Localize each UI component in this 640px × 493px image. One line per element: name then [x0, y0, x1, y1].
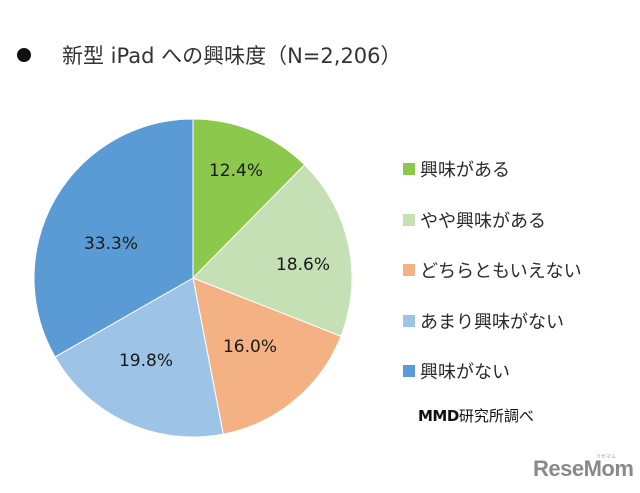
resemom-logo: ReseMom [533, 456, 634, 481]
legend-item-not-interested: 興味がない [403, 354, 582, 388]
legend-item-somewhat-interested: やや興味がある [403, 203, 582, 237]
pie-data-labels: 12.4% 18.6% 16.0% 19.8% 33.3% [84, 161, 330, 371]
data-label-2: 16.0% [223, 337, 277, 357]
legend-label: あまり興味がない [420, 311, 564, 333]
legend-label: どちらともいえない [420, 261, 582, 282]
watermark-ruby: リセマム [596, 454, 617, 460]
pie-slice-3 [54, 277, 224, 438]
legend-swatch-icon [403, 264, 415, 276]
legend-swatch-icon [403, 314, 415, 327]
legend-item-interested: 興味がある [403, 152, 582, 186]
pie-slices [33, 118, 353, 438]
legend-swatch-icon [403, 213, 415, 226]
pie-slice-0 [192, 118, 306, 280]
data-label-4: 33.3% [84, 234, 138, 254]
data-label-3: 19.8% [119, 351, 173, 371]
legend-swatch-icon [403, 365, 415, 377]
chart-legend: 興味がある やや興味がある どちらともいえない あまり興味がない 興味がない [403, 152, 582, 405]
legend-item-not-very-interested: あまり興味がない [403, 304, 582, 338]
legend-label: やや興味がある [420, 210, 546, 232]
bullet-icon [17, 48, 31, 62]
legend-label: 興味がある [420, 160, 510, 181]
pie-slice-4 [33, 118, 194, 358]
source-credit: MMD研究所調べ [418, 405, 534, 426]
legend-swatch-icon [403, 163, 415, 175]
data-label-1: 18.6% [276, 255, 330, 275]
source-brand: MMD [418, 407, 459, 425]
legend-item-neutral: どちらともいえない [403, 253, 582, 287]
data-label-0: 12.4% [209, 161, 263, 181]
pie-slice-2 [192, 277, 342, 435]
legend-label: 興味がない [420, 362, 510, 383]
chart-title: 新型 iPad への興味度（N=2,206） [14, 38, 402, 72]
source-text: 研究所調べ [458, 407, 534, 425]
chart-title-text: 新型 iPad への興味度（N=2,206） [62, 44, 402, 68]
